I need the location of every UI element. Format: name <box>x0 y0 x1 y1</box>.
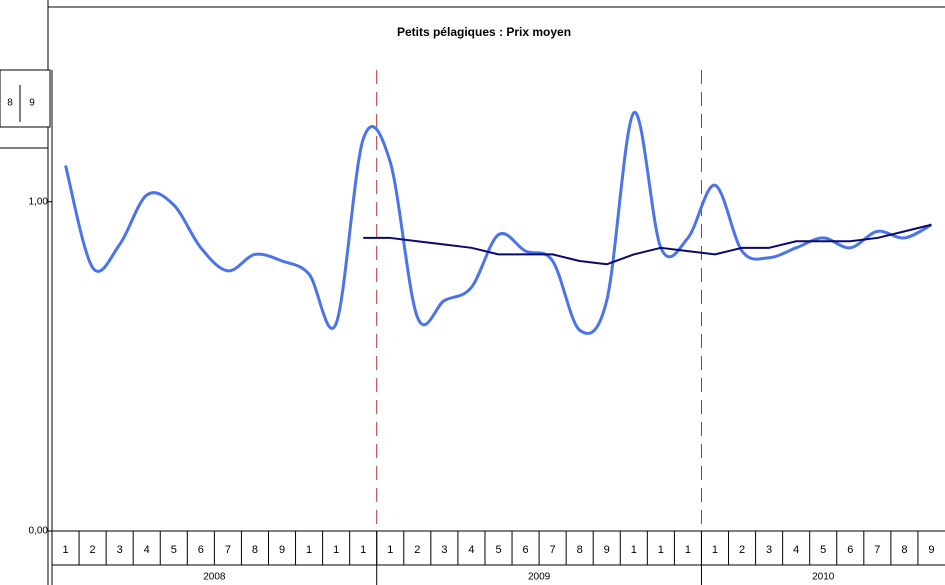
series-line <box>64 111 933 335</box>
x-tick-label: 4 <box>468 544 474 556</box>
overlay-cell: 9 <box>29 98 35 109</box>
x-tick-label: 1 <box>387 544 393 556</box>
x-tick-label: 6 <box>198 544 204 556</box>
chart-title: Petits pélagiques : Prix moyen <box>397 25 571 39</box>
group-label: 2010 <box>812 572 835 583</box>
x-tick-label: 1 <box>712 544 718 556</box>
x-tick-label: 5 <box>495 544 501 556</box>
series-line <box>363 223 932 266</box>
x-tick-label: 2 <box>739 544 745 556</box>
x-tick-label: 9 <box>279 544 285 556</box>
overlay-cell: 8 <box>7 98 13 109</box>
x-tick-label: 9 <box>928 544 934 556</box>
x-tick-label: 8 <box>252 544 258 556</box>
x-tick-label: 1 <box>360 544 366 556</box>
x-tick-label: 1 <box>62 544 68 556</box>
group-label: 2008 <box>203 572 226 583</box>
x-tick-label: 6 <box>522 544 528 556</box>
x-tick-label: 9 <box>604 544 610 556</box>
x-tick-label: 3 <box>766 544 772 556</box>
x-tick-label: 5 <box>171 544 177 556</box>
y-tick-label: 0,00 <box>29 526 49 537</box>
x-tick-label: 2 <box>90 544 96 556</box>
x-tick-label: 2 <box>414 544 420 556</box>
x-tick-label: 1 <box>631 544 637 556</box>
y-tick-label: 1,00 <box>29 196 49 207</box>
x-tick-label: 1 <box>306 544 312 556</box>
x-tick-label: 5 <box>820 544 826 556</box>
x-tick-label: 1 <box>685 544 691 556</box>
x-tick-label: 7 <box>225 544 231 556</box>
x-tick-label: 3 <box>117 544 123 556</box>
x-tick-label: 7 <box>874 544 880 556</box>
x-tick-label: 7 <box>550 544 556 556</box>
x-tick-label: 8 <box>577 544 583 556</box>
x-tick-label: 4 <box>793 544 799 556</box>
x-tick-label: 4 <box>144 544 150 556</box>
x-tick-label: 3 <box>441 544 447 556</box>
group-label: 2009 <box>528 572 551 583</box>
x-tick-label: 6 <box>847 544 853 556</box>
x-tick-label: 8 <box>901 544 907 556</box>
x-tick-label: 1 <box>333 544 339 556</box>
overlay-box <box>0 69 51 128</box>
x-tick-label: 1 <box>658 544 664 556</box>
